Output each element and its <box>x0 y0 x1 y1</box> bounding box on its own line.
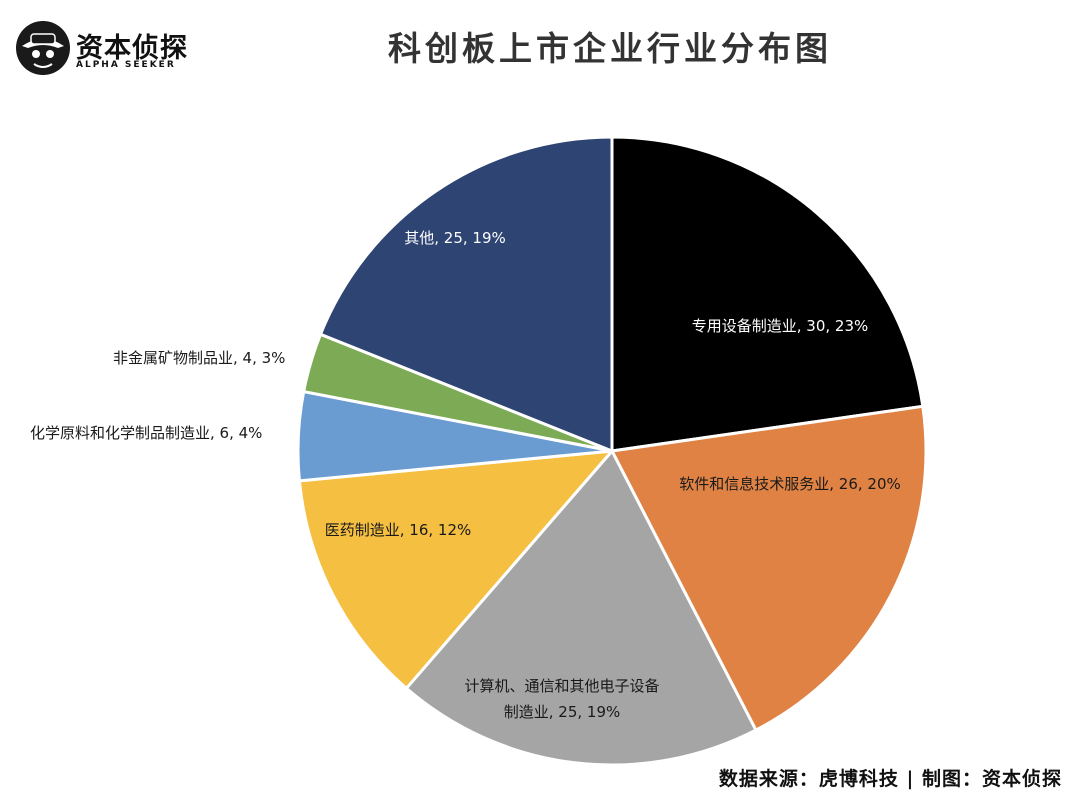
detective-logo-icon <box>16 21 70 75</box>
pie-slice <box>318 135 614 453</box>
pie-slice <box>610 135 925 453</box>
source-note: 数据来源：虎博科技 | 制图：资本侦探 <box>718 768 1062 790</box>
slice-label: 专用设备制造业, 30, 23% <box>692 317 869 335</box>
pie-slice <box>297 449 614 690</box>
chart-title: 科创板上市企业行业分布图 <box>388 29 832 68</box>
slice-label: 计算机、通信和其他电子设备制造业, 25, 19% <box>464 677 659 721</box>
logo-subtitle: ALPHA SEEKER <box>76 60 176 70</box>
pie-slice <box>404 449 758 767</box>
slice-label: 医药制造业, 16, 12% <box>325 521 472 539</box>
logo <box>14 18 204 76</box>
slice-label: 其他, 25, 19% <box>404 229 506 247</box>
logo-name: 资本侦探 <box>76 33 188 64</box>
slice-label: 非金属矿物制品业, 4, 3% <box>113 349 285 367</box>
slice-label: 软件和信息技术服务业, 26, 20% <box>679 475 901 493</box>
slice-label: 化学原料和化学制品制造业, 6, 4% <box>30 424 262 442</box>
pie-slice <box>610 404 928 732</box>
